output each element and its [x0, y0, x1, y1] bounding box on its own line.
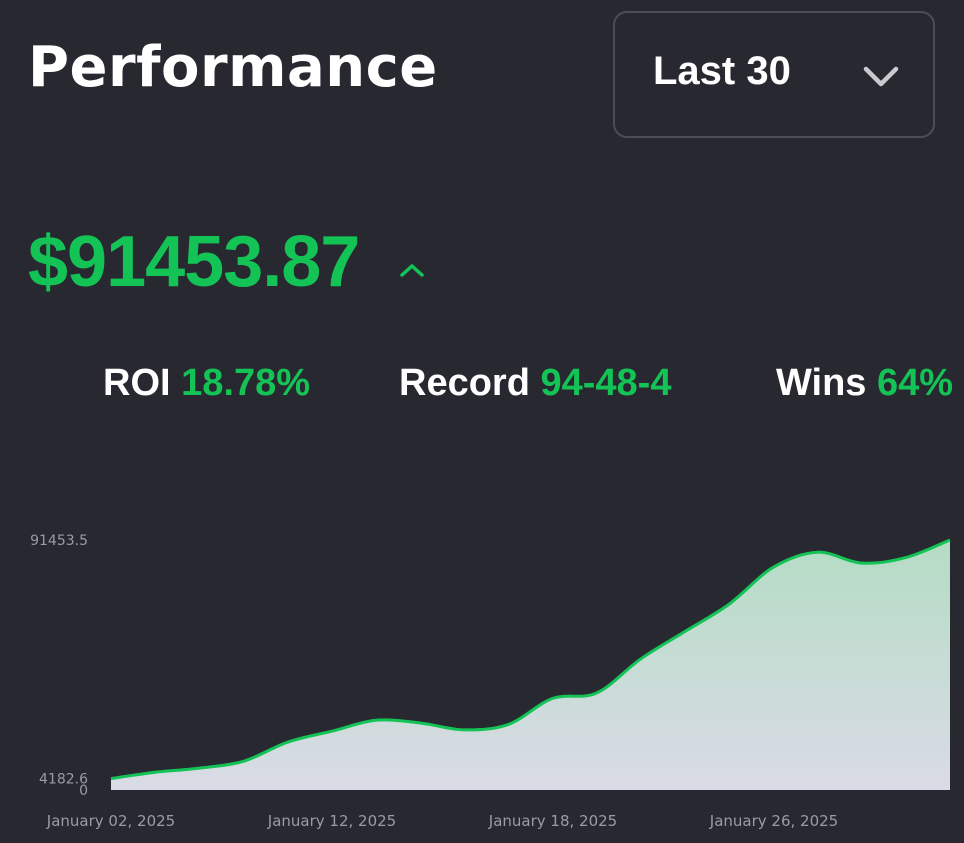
date-range-select[interactable]: Last 30	[613, 11, 935, 138]
roi-stat: ROI 18.78%	[103, 364, 310, 402]
chevron-down-icon	[863, 66, 899, 87]
series-line	[110, 538, 951, 781]
series-area	[111, 540, 950, 790]
performance-chart: 91453.5 4182.60 January 02, 2025 January 1…	[30, 533, 951, 830]
roi-label: ROI	[103, 362, 171, 404]
wins-value: 64%	[877, 362, 954, 404]
caret-up-icon	[400, 264, 424, 277]
balance-amount: $91453.87	[28, 222, 360, 302]
x-tick-label: January 26, 2025	[709, 812, 838, 830]
date-range-selected-label: Last 30	[653, 49, 791, 93]
roi-value: 18.78%	[181, 362, 311, 404]
y-tick-label: 4182.6	[39, 772, 88, 788]
wins-label: Wins	[776, 362, 867, 404]
record-value: 94-48-4	[540, 362, 672, 404]
x-tick-label: January 18, 2025	[488, 812, 617, 830]
y-tick-label: 0	[79, 783, 88, 799]
record-stat: Record 94-48-4	[399, 364, 671, 402]
x-tick-label: January 02, 2025	[46, 812, 175, 830]
y-tick-label: 91453.5	[30, 533, 88, 549]
x-tick-label: January 12, 2025	[267, 812, 396, 830]
record-label: Record	[399, 362, 530, 404]
page-title: Performance	[28, 35, 438, 100]
wins-stat: Wins 64%	[776, 364, 953, 402]
